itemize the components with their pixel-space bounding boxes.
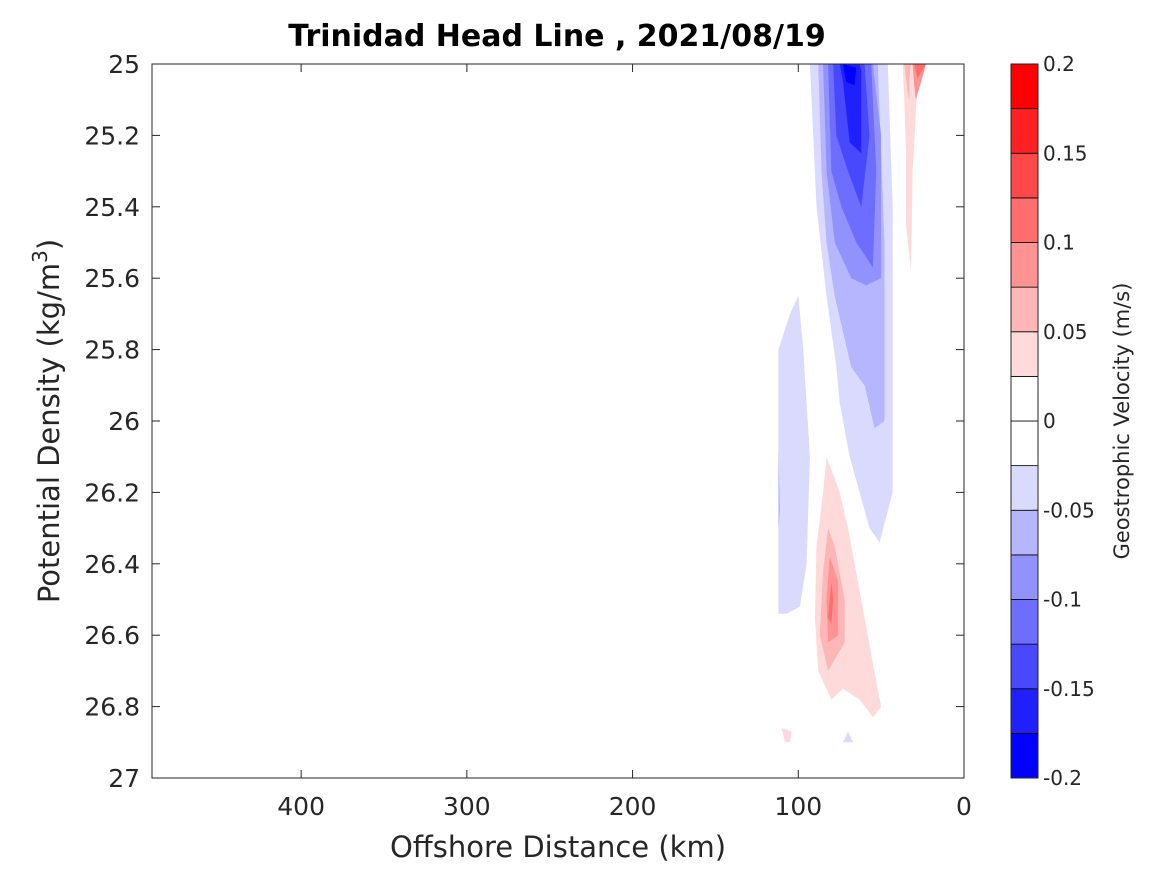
y-tick-label: 25.8 — [84, 336, 140, 365]
colorbar-swatch — [1010, 286, 1039, 333]
contour-region — [912, 64, 926, 100]
colorbar-swatch — [1010, 197, 1039, 243]
contour-region — [781, 728, 792, 743]
y-axis-label-superscript: 3 — [28, 250, 52, 263]
y-tick-label: 26.8 — [84, 693, 140, 722]
x-tick-label: 200 — [609, 792, 657, 821]
y-axis-label: Potential Density (kg/m3) — [28, 239, 66, 603]
colorbar-swatch — [1010, 554, 1039, 600]
colorbar-swatch — [1010, 420, 1039, 467]
x-tick-label: 0 — [956, 792, 972, 821]
contour-region — [778, 296, 810, 614]
contour-region — [839, 64, 862, 154]
colorbar-tick-label: -0.15 — [1043, 677, 1095, 701]
y-tick-label: 27 — [108, 764, 140, 793]
colorbar-swatch — [1010, 63, 1039, 110]
colorbar-tick-label: 0.05 — [1043, 320, 1088, 344]
x-axis-ticks: 400 300 200 100 0 — [277, 64, 972, 821]
colorbar-tick-label: -0.1 — [1043, 588, 1082, 612]
chart-title: Trinidad Head Line , 2021/08/19 — [288, 19, 825, 54]
y-tick-label: 25 — [108, 50, 140, 79]
contour-region — [902, 64, 923, 272]
contour-region — [914, 64, 926, 79]
x-tick-label: 300 — [443, 792, 491, 821]
colorbar-swatch — [1010, 331, 1039, 377]
x-axis-label: Offshore Distance (km) — [390, 830, 726, 864]
contour-regions — [778, 64, 926, 743]
contour-region — [778, 449, 781, 529]
y-tick-label: 25.6 — [84, 264, 140, 293]
y-tick-label: 25.4 — [84, 193, 140, 222]
colorbar-swatch — [1010, 108, 1039, 154]
colorbar-swatch — [1010, 375, 1039, 422]
colorbar-swatch — [1010, 242, 1039, 288]
colorbar: 0.2 0.15 0.1 0.05 0 -0.05 -0.1 -0.15 -0.2 — [1010, 52, 1095, 790]
colorbar-tick-label: 0 — [1043, 409, 1056, 433]
y-axis-ticks: 25 25.2 25.4 25.6 25.8 26 26.2 26.4 26.6 26.8 27 — [84, 50, 964, 793]
contour-region — [843, 731, 853, 743]
colorbar-swatch — [1010, 509, 1039, 556]
y-tick-label: 26.4 — [84, 550, 140, 579]
colorbar-label: Geostrophic Velocity (m/s) — [1110, 283, 1134, 560]
colorbar-swatch — [1010, 152, 1039, 199]
colorbar-tick-label: 0.1 — [1043, 231, 1075, 255]
contour-region — [843, 64, 857, 86]
y-tick-label: 26.2 — [84, 478, 140, 507]
contour-region — [904, 64, 911, 100]
x-tick-label: 400 — [277, 792, 325, 821]
y-tick-label: 25.2 — [84, 121, 140, 150]
colorbar-tick-label: 0.15 — [1043, 141, 1088, 165]
y-tick-label: 26 — [108, 407, 140, 436]
x-tick-label: 100 — [774, 792, 822, 821]
colorbar-tick-label: -0.05 — [1043, 498, 1095, 522]
colorbar-tick-label: 0.2 — [1043, 52, 1075, 76]
colorbar-tick-label: -0.2 — [1043, 766, 1082, 790]
colorbar-swatch — [1010, 732, 1039, 779]
y-tick-label: 26.6 — [84, 621, 140, 650]
colorbar-swatch — [1010, 643, 1039, 690]
colorbar-swatch — [1010, 465, 1039, 511]
contour-region — [828, 581, 834, 625]
colorbar-swatch — [1010, 599, 1039, 645]
colorbar-swatch — [1010, 688, 1039, 734]
